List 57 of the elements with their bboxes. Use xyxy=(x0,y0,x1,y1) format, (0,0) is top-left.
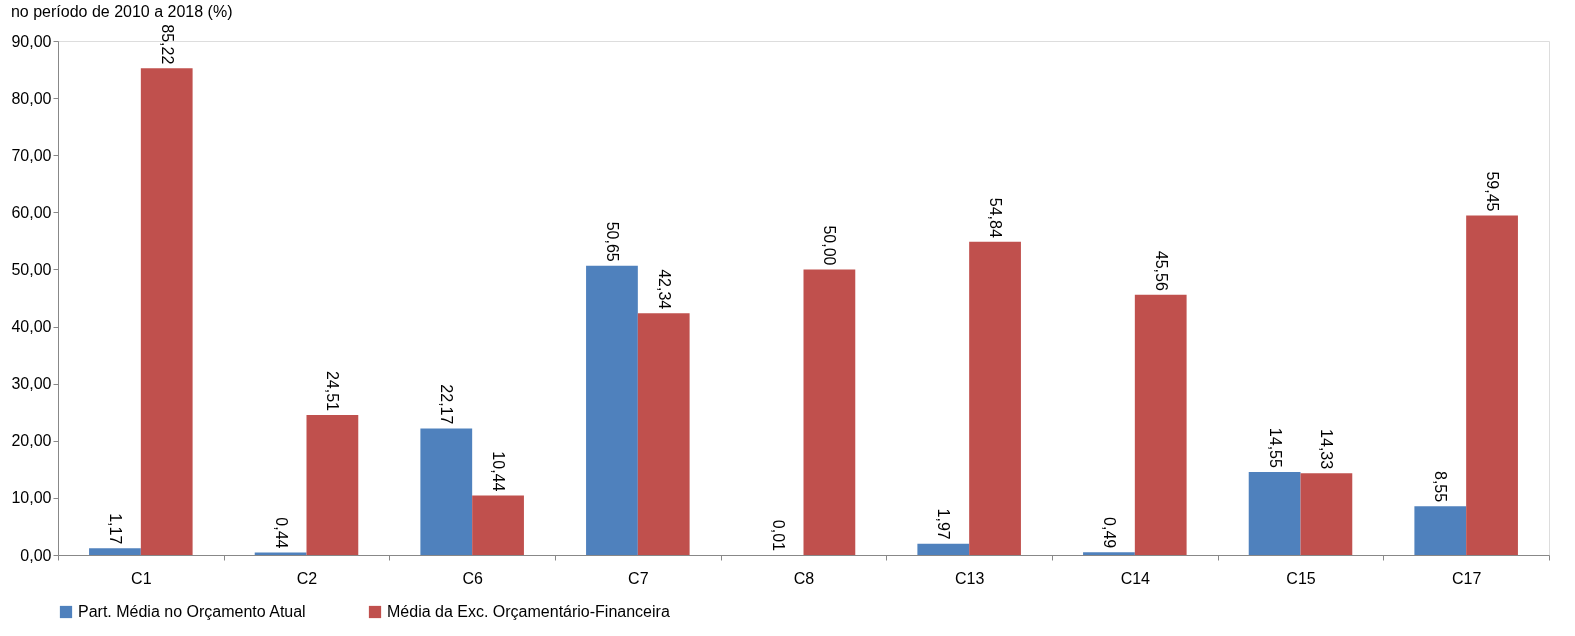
data-label: 50,00 xyxy=(821,225,839,266)
y-tick-label: 10,00 xyxy=(11,489,52,507)
bar xyxy=(1466,215,1518,555)
x-tick-label: C7 xyxy=(628,569,649,587)
chart-title: no período de 2010 a 2018 (%) xyxy=(10,3,233,21)
data-label: 0,44 xyxy=(272,517,290,549)
bar xyxy=(254,552,307,555)
x-tick-label: C13 xyxy=(954,569,985,587)
y-tick-label: 80,00 xyxy=(11,89,52,107)
data-label: 85,22 xyxy=(158,24,176,65)
bar xyxy=(1083,552,1135,555)
y-tick-label: 40,00 xyxy=(11,318,52,336)
data-label: 22,17 xyxy=(438,384,456,425)
x-tick-label: C8 xyxy=(793,569,815,587)
y-tick-label: 90,00 xyxy=(11,32,52,50)
legend-label: Part. Média no Orçamento Atual xyxy=(78,603,306,620)
x-tick-label: C14 xyxy=(1120,569,1151,587)
bar xyxy=(472,495,524,555)
y-tick-label: 70,00 xyxy=(11,146,52,164)
data-label: 8,55 xyxy=(1432,471,1450,503)
data-label: 59,45 xyxy=(1484,171,1502,212)
bar xyxy=(1414,506,1467,555)
bar xyxy=(1300,473,1353,555)
data-label: 14,55 xyxy=(1266,427,1284,468)
data-label: 42,34 xyxy=(655,269,673,310)
bar xyxy=(306,415,359,555)
bar xyxy=(803,269,856,555)
data-label: 10,44 xyxy=(490,451,508,492)
data-label: 54,84 xyxy=(987,197,1005,238)
x-tick-label: C6 xyxy=(462,569,483,587)
y-tick-label: 20,00 xyxy=(11,432,52,450)
data-label: 45,56 xyxy=(1152,250,1170,291)
x-tick-label: C1 xyxy=(131,569,152,587)
data-label: 50,65 xyxy=(603,221,621,262)
data-label: 24,51 xyxy=(324,370,342,412)
bar xyxy=(917,543,970,555)
data-label: 1,97 xyxy=(935,508,953,540)
y-tick-label: 50,00 xyxy=(11,260,52,278)
y-tick-label: 0,00 xyxy=(20,546,52,564)
y-tick-label: 60,00 xyxy=(11,203,52,221)
bar xyxy=(969,241,1021,555)
data-label: 0,01 xyxy=(769,519,787,552)
bar xyxy=(1248,471,1301,555)
legend-label: Média da Exc. Orçamentário-Financeira xyxy=(387,603,670,620)
x-tick-label: C17 xyxy=(1451,569,1482,587)
bar xyxy=(420,428,473,555)
bar xyxy=(140,68,193,555)
x-tick-label: C15 xyxy=(1286,569,1316,587)
data-label: 14,33 xyxy=(1318,429,1336,470)
y-tick-label: 30,00 xyxy=(11,375,52,393)
data-label: 1,17 xyxy=(106,513,124,545)
data-label: 0,49 xyxy=(1100,517,1118,549)
bar xyxy=(637,313,690,555)
bar xyxy=(89,548,141,555)
bar xyxy=(1134,294,1187,555)
bar xyxy=(586,265,638,555)
x-tick-label: C2 xyxy=(296,569,318,587)
